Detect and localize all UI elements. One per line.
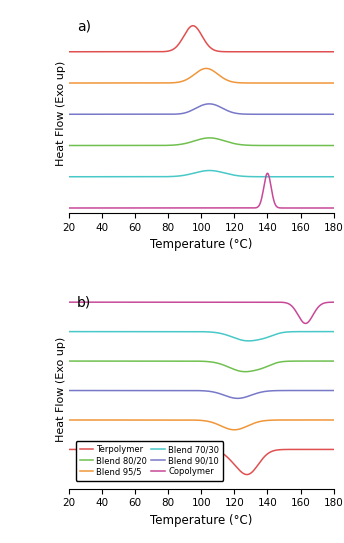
Text: a): a) bbox=[77, 20, 91, 34]
Text: b): b) bbox=[77, 295, 91, 309]
Legend: Terpolymer, Blend 80/20, Blend 95/5, Blend 70/30, Blend 90/10, Copolymer: Terpolymer, Blend 80/20, Blend 95/5, Ble… bbox=[76, 441, 223, 481]
X-axis label: Temperature (°C): Temperature (°C) bbox=[150, 514, 252, 527]
Y-axis label: Heat Flow (Exo up): Heat Flow (Exo up) bbox=[56, 336, 66, 441]
X-axis label: Temperature (°C): Temperature (°C) bbox=[150, 238, 252, 251]
Y-axis label: Heat Flow (Exo up): Heat Flow (Exo up) bbox=[56, 61, 66, 166]
